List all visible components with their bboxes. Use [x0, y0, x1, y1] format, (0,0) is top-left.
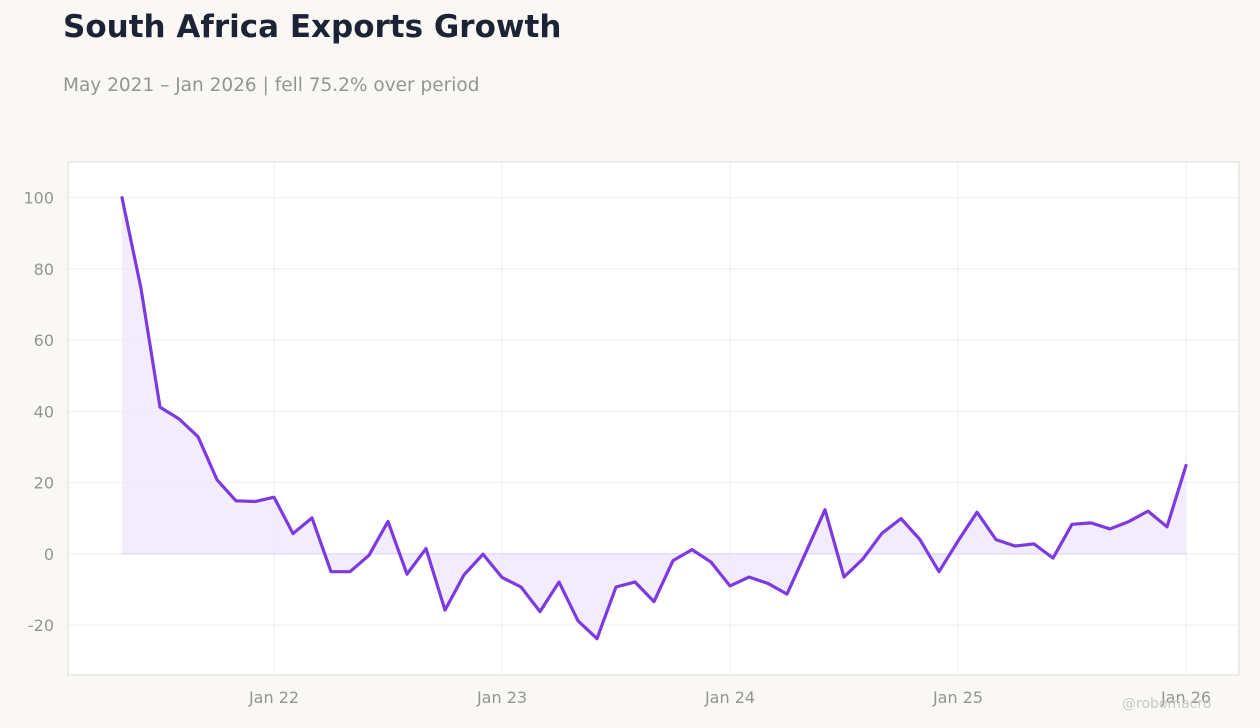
y-tick-label: 0	[44, 545, 54, 564]
data-point	[387, 520, 389, 522]
x-tick-label: Jan 24	[704, 688, 755, 707]
data-point	[1128, 520, 1130, 522]
data-point	[254, 500, 256, 502]
area-fill	[122, 197, 1186, 639]
data-point	[121, 196, 123, 198]
data-point	[482, 553, 484, 555]
data-point	[995, 538, 997, 540]
data-point	[824, 509, 826, 511]
data-point	[976, 511, 978, 513]
data-point	[140, 287, 142, 289]
data-point	[311, 517, 313, 519]
data-point	[748, 576, 750, 578]
data-point	[444, 609, 446, 611]
chart-subtitle: May 2021 – Jan 2026 | fell 75.2% over pe…	[63, 75, 480, 96]
data-point	[349, 570, 351, 572]
data-point	[235, 500, 237, 502]
data-point	[596, 637, 598, 639]
data-point	[653, 600, 655, 602]
data-point	[615, 586, 617, 588]
x-axis-ticks: Jan 22 Jan 23 Jan 24 Jan 25 Jan 26	[248, 688, 1211, 707]
data-point	[1185, 464, 1187, 466]
data-point	[1147, 510, 1149, 512]
data-point	[862, 558, 864, 560]
data-point	[501, 576, 503, 578]
data-point	[197, 435, 199, 437]
y-tick-label: 60	[34, 331, 54, 350]
data-point	[805, 551, 807, 553]
data-point	[273, 496, 275, 498]
data-point	[577, 620, 579, 622]
y-axis-ticks: 100 80 60 40 20 0 -20	[23, 189, 54, 636]
x-tick-label: Jan 23	[476, 688, 527, 707]
grid-lines	[68, 162, 1239, 675]
data-point	[729, 585, 731, 587]
data-point	[159, 406, 161, 408]
data-point	[406, 573, 408, 575]
x-tick-label: Jan 26	[1160, 688, 1211, 707]
chart-title: South Africa Exports Growth	[63, 9, 562, 45]
data-point	[691, 548, 693, 550]
y-tick-label: 100	[23, 189, 54, 208]
watermark: @robomacro	[1122, 696, 1212, 712]
data-point	[957, 540, 959, 542]
data-point	[843, 576, 845, 578]
data-point	[634, 581, 636, 583]
data-point	[1109, 528, 1111, 530]
data-point	[672, 559, 674, 561]
data-point	[216, 479, 218, 481]
data-point	[1090, 522, 1092, 524]
data-point	[881, 532, 883, 534]
data-point	[786, 593, 788, 595]
data-point	[330, 570, 332, 572]
data-point	[1014, 545, 1016, 547]
data-point	[463, 574, 465, 576]
data-point	[1166, 526, 1168, 528]
data-point	[1033, 543, 1035, 545]
data-point	[1052, 557, 1054, 559]
line-layer	[120, 196, 1188, 641]
data-point	[919, 538, 921, 540]
x-tick-label: Jan 25	[932, 688, 983, 707]
y-tick-label: 20	[34, 474, 54, 493]
area-fill-layer	[122, 197, 1186, 639]
data-point	[178, 418, 180, 420]
series-line	[120, 196, 1188, 641]
data-point	[767, 582, 769, 584]
data-point	[710, 561, 712, 563]
y-tick-label: -20	[28, 616, 54, 635]
x-tick-label: Jan 22	[248, 688, 299, 707]
data-point	[938, 570, 940, 572]
data-point	[292, 532, 294, 534]
data-point	[900, 517, 902, 519]
data-point	[539, 610, 541, 612]
data-point	[1071, 523, 1073, 525]
data-point	[520, 586, 522, 588]
y-tick-label: 40	[34, 402, 54, 421]
y-tick-label: 80	[34, 260, 54, 279]
data-point	[425, 547, 427, 549]
data-point	[368, 554, 370, 556]
data-point	[558, 581, 560, 583]
